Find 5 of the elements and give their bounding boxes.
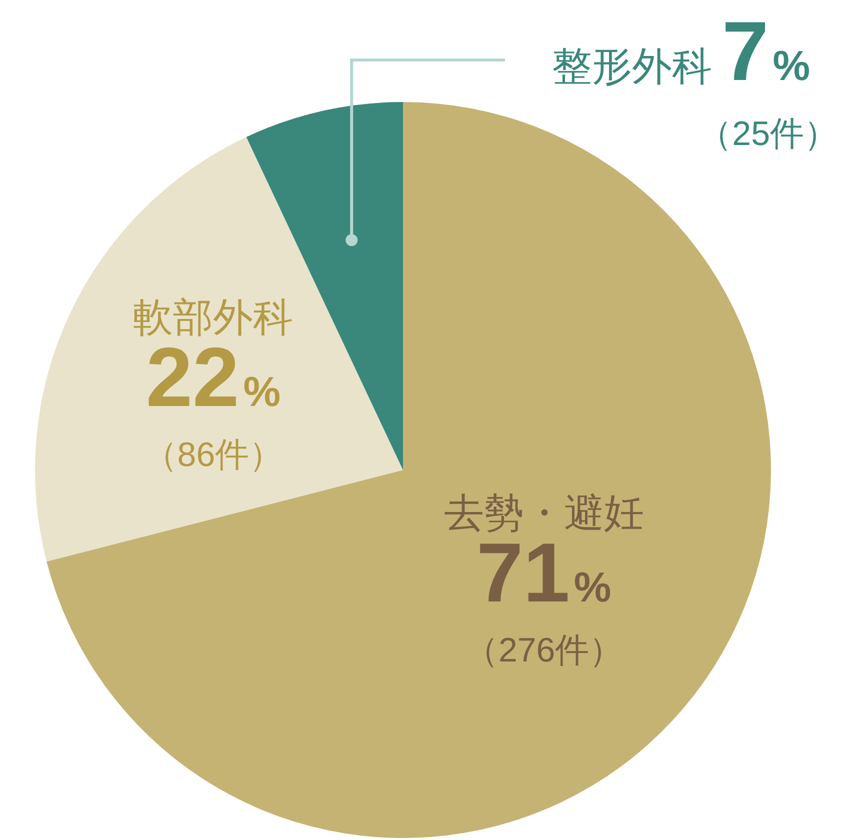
- text: （276件）: [464, 631, 624, 670]
- data-label: 7%: [722, 4, 810, 98]
- slice-label: 整形外科: [552, 45, 712, 89]
- text: （86件）: [143, 436, 284, 474]
- text: （25件）: [698, 115, 838, 153]
